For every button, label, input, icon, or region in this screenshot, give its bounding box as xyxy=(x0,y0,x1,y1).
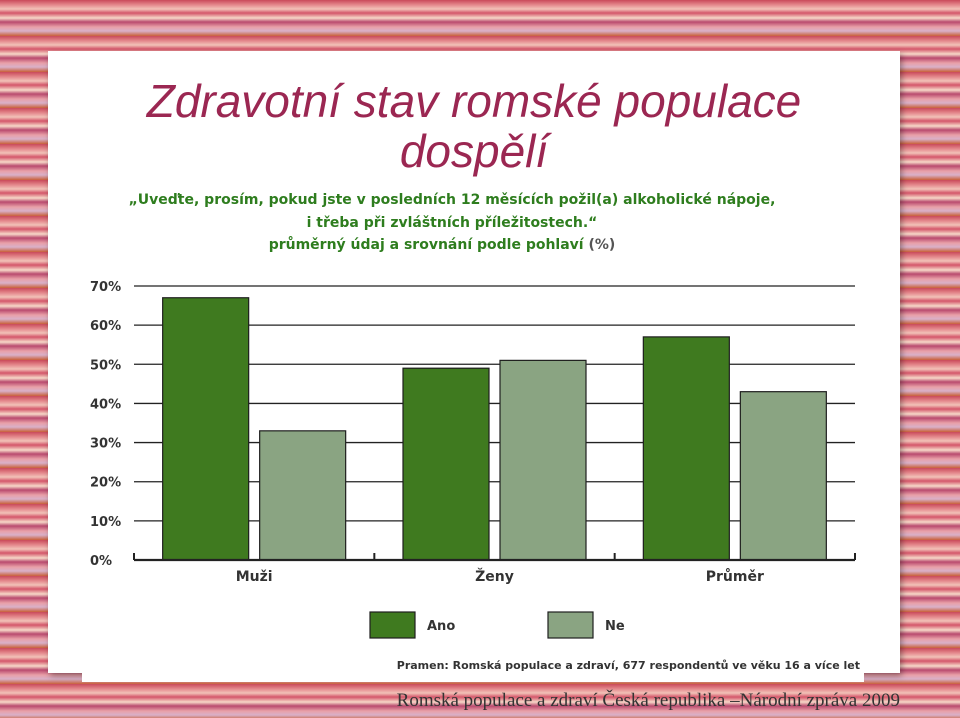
slide-title: Zdravotní stav romské populace dospělí xyxy=(48,76,900,176)
x-axis xyxy=(133,553,856,562)
y-axis-ticks: 0% 10% 20% 30% 40% 50% 60% 70% xyxy=(90,280,121,569)
chart-subtitle: průměrný údaj a srovnání podle pohlaví (… xyxy=(269,236,616,253)
slide-title-line-1: Zdravotní stav romské populace xyxy=(146,75,802,127)
bar-ne-3 xyxy=(739,391,827,561)
bar-ano-3 xyxy=(642,336,730,561)
legend-label-ano: Ano xyxy=(427,619,455,634)
legend: Ano Ne xyxy=(369,611,625,639)
y-tick-label: 30% xyxy=(90,437,121,452)
chart-title-line-2: i třeba při zvláštních příležitostech.“ xyxy=(307,215,598,231)
bar-ne-1 xyxy=(259,430,347,561)
chart-source: Pramen: Romská populace a zdraví, 677 re… xyxy=(397,659,860,672)
x-category-label: Průměr xyxy=(706,568,764,585)
bar-ne-2 xyxy=(499,359,587,561)
legend-swatch-ano xyxy=(369,611,416,639)
y-tick-label: 40% xyxy=(90,397,121,412)
footer-citation: Romská populace a zdraví Česká republika… xyxy=(396,690,900,711)
x-category-label: Ženy xyxy=(475,568,514,585)
x-axis-categories: Muži Ženy Průměr xyxy=(236,568,764,585)
chart-title-line-1: „Uveďte, prosím, pokud jste v posledních… xyxy=(129,192,776,208)
chart-subtitle-text: průměrný údaj a srovnání podle pohlaví xyxy=(269,236,585,253)
y-tick-label: 10% xyxy=(90,515,121,530)
chart-image: „Uveďte, prosím, pokud jste v posledních… xyxy=(82,180,864,682)
chart-subtitle-unit: (%) xyxy=(588,237,615,253)
legend-swatch-ne xyxy=(547,611,594,639)
slide-title-line-2: dospělí xyxy=(399,125,549,177)
y-tick-label: 60% xyxy=(90,319,121,334)
y-tick-label: 20% xyxy=(90,476,121,491)
bar-ano-1 xyxy=(162,297,250,561)
bar-chart: „Uveďte, prosím, pokud jste v posledních… xyxy=(90,192,860,672)
y-tick-label: 50% xyxy=(90,358,121,373)
y-tick-label: 70% xyxy=(90,280,121,295)
legend-label-ne: Ne xyxy=(605,619,625,634)
gridlines xyxy=(134,285,855,522)
x-category-label: Muži xyxy=(236,569,273,585)
bar-ano-2 xyxy=(402,367,490,561)
y-tick-label: 0% xyxy=(90,554,112,569)
